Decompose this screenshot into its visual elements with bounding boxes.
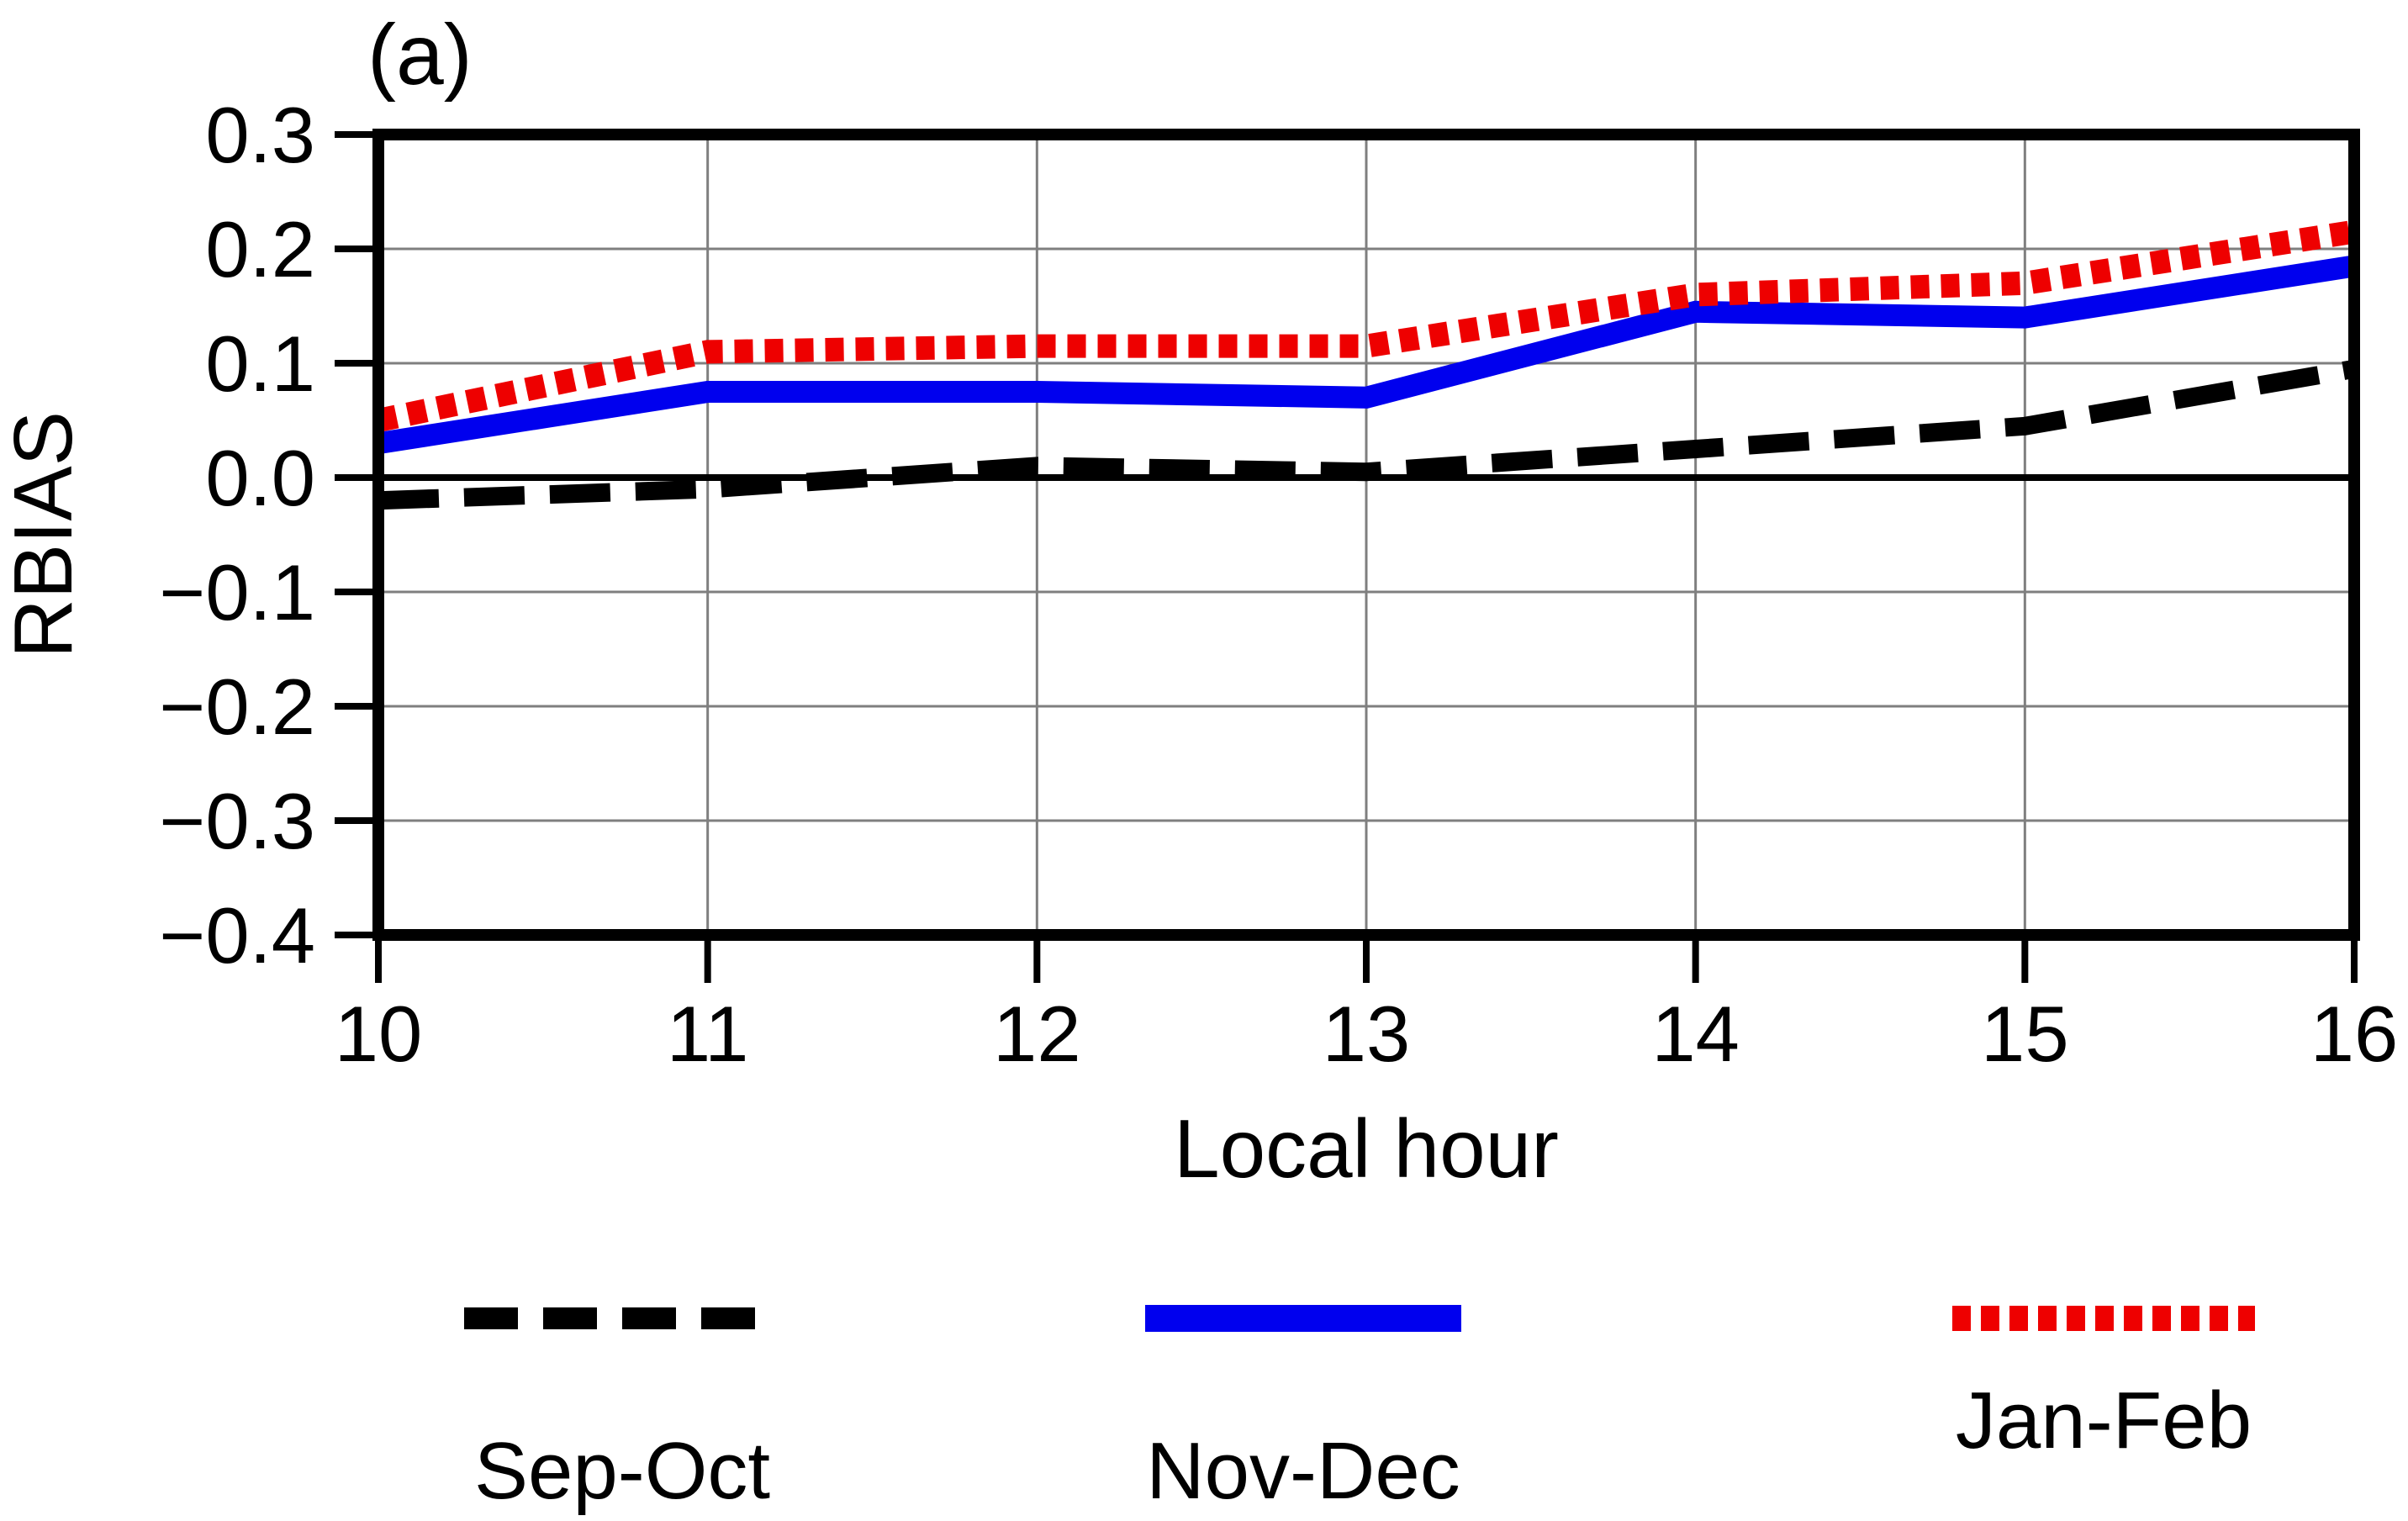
legend-item-sep-oct: Sep-Oct bbox=[464, 1307, 780, 1516]
grid-layer bbox=[378, 135, 2354, 935]
legend-item-nov-dec: Nov-Dec bbox=[1145, 1305, 1461, 1516]
x-tick-label: 15 bbox=[1981, 990, 2069, 1078]
y-tick-label: 0.2 bbox=[205, 205, 315, 293]
label-layer: (a) RBIAS Local hour bbox=[0, 7, 1559, 1195]
y-tick-label: 0.3 bbox=[205, 91, 315, 179]
series-line-jan-feb bbox=[376, 219, 2357, 432]
legend-label-nov-dec: Nov-Dec bbox=[1146, 1426, 1460, 1516]
legend-label-sep-oct: Sep-Oct bbox=[474, 1426, 770, 1516]
plot-frame bbox=[372, 129, 2360, 941]
legend: Sep-Oct Nov-Dec Jan-Feb bbox=[464, 1305, 2255, 1516]
y-tick-label: 0.0 bbox=[205, 434, 315, 522]
frame-layer bbox=[372, 129, 2360, 941]
panel-label: (a) bbox=[367, 7, 473, 103]
x-tick-label: 16 bbox=[2310, 990, 2399, 1078]
legend-item-jan-feb: Jan-Feb bbox=[1952, 1306, 2255, 1466]
series-line-sep-oct bbox=[378, 359, 2356, 510]
x-axis-title: Local hour bbox=[1174, 1102, 1559, 1195]
series-layer bbox=[376, 219, 2357, 510]
y-tick-label: −0.3 bbox=[159, 777, 315, 865]
x-tick-label: 14 bbox=[1651, 990, 1740, 1078]
y-tick-label: −0.4 bbox=[159, 891, 315, 980]
x-tick-label: 13 bbox=[1323, 990, 1411, 1078]
tick-layer: 0.3 0.2 0.1 0.0 −0.1 −0.2 −0.3 −0.410 11 12 13 14 15… bbox=[159, 91, 2398, 1078]
y-tick-label: −0.1 bbox=[159, 548, 315, 636]
x-tick-label: 12 bbox=[993, 990, 1081, 1078]
x-tick-label: 11 bbox=[667, 990, 749, 1078]
y-tick-label: 0.1 bbox=[205, 320, 315, 408]
y-tick-label: −0.2 bbox=[159, 663, 315, 751]
legend-label-jan-feb: Jan-Feb bbox=[1956, 1376, 2252, 1466]
series-line-nov-dec bbox=[376, 255, 2357, 455]
y-axis-title: RBIAS bbox=[0, 411, 89, 658]
x-tick-label: 10 bbox=[335, 990, 423, 1078]
